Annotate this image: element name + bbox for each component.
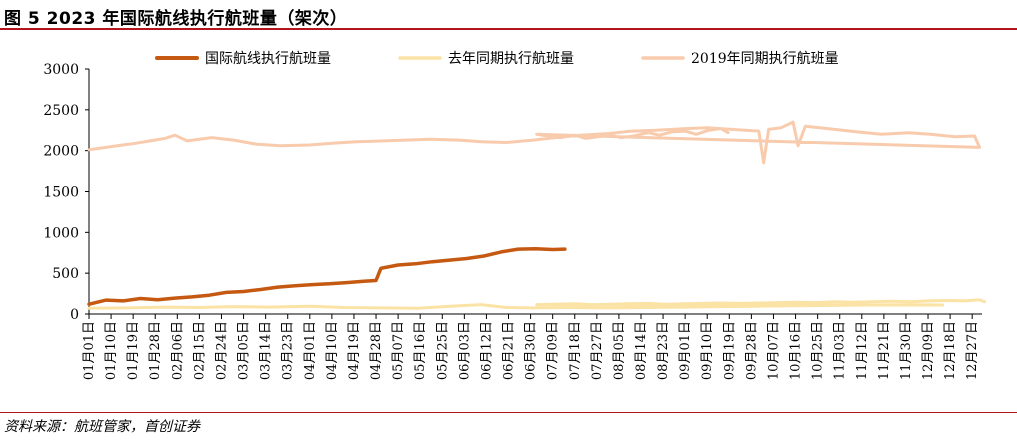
x-tick-label: 04月10日 bbox=[325, 321, 340, 380]
x-tick-label: 03月14日 bbox=[259, 321, 274, 380]
y-tick-label: 1000 bbox=[43, 225, 79, 241]
series-line bbox=[87, 246, 567, 306]
x-tick-label: 06月03日 bbox=[457, 321, 472, 380]
figure-title: 图 5 2023 年国际航线执行航班量（架次） bbox=[4, 9, 348, 29]
x-tick-label: 02月24日 bbox=[214, 321, 229, 380]
x-tick-label: 04月19日 bbox=[347, 321, 362, 380]
x-tick-label: 01月28日 bbox=[148, 321, 163, 380]
series-line bbox=[87, 120, 981, 165]
x-tick-label: 06月21日 bbox=[502, 321, 517, 380]
x-tick-label: 09月10日 bbox=[700, 321, 715, 380]
x-tick-label: 04月01日 bbox=[303, 321, 318, 380]
x-tick-label: 10月07日 bbox=[766, 321, 781, 380]
x-tick-label: 11月30日 bbox=[899, 321, 914, 380]
x-tick-label: 08月14日 bbox=[634, 321, 649, 380]
x-axis: 01月01日 01月10日 01月19日 01月28日 02月06日 02月15日 02月2… bbox=[82, 313, 982, 380]
source-note: 资料来源：航班管家，首创证券 bbox=[4, 419, 200, 435]
footer-divider bbox=[0, 412, 1017, 413]
series-lines bbox=[87, 120, 986, 310]
x-tick-label: 01月19日 bbox=[126, 321, 141, 380]
series-line bbox=[87, 298, 986, 310]
x-tick-label: 07月18日 bbox=[568, 321, 583, 380]
x-tick-label: 05月16日 bbox=[413, 321, 428, 380]
x-tick-label: 07月09日 bbox=[546, 321, 561, 380]
x-tick-label: 03月23日 bbox=[281, 321, 296, 380]
x-tick-label: 12月09日 bbox=[921, 321, 936, 380]
x-tick-label: 09月28日 bbox=[744, 321, 759, 380]
x-tick-label: 01月01日 bbox=[82, 321, 97, 380]
y-tick-label: 2000 bbox=[43, 144, 79, 160]
x-tick-label: 02月06日 bbox=[170, 321, 185, 380]
y-axis: 0 500 1000 1500 2000 2500 3000 bbox=[43, 62, 90, 323]
x-tick-label: 08月05日 bbox=[612, 321, 627, 380]
x-tick-label: 09月19日 bbox=[722, 321, 737, 380]
x-tick-label: 12月27日 bbox=[965, 321, 980, 380]
x-tick-label: 06月12日 bbox=[479, 321, 494, 380]
x-tick-label: 05月25日 bbox=[435, 321, 450, 380]
x-tick-label: 09月01日 bbox=[678, 321, 693, 380]
x-tick-label: 10月16日 bbox=[789, 321, 804, 380]
x-tick-label: 04月28日 bbox=[369, 321, 384, 380]
chart-legend: 国际航线执行航班量 去年同期执行航班量 2019年同期执行航班量 bbox=[155, 51, 839, 67]
legend-label: 去年同期执行航班量 bbox=[448, 51, 574, 67]
x-tick-label: 03月05日 bbox=[237, 321, 252, 380]
x-tick-label: 12月18日 bbox=[943, 321, 958, 380]
x-tick-label: 01月10日 bbox=[104, 321, 119, 380]
x-tick-label: 10月25日 bbox=[811, 321, 826, 380]
x-tick-label: 11月03日 bbox=[833, 321, 848, 380]
x-tick-label: 08月23日 bbox=[656, 321, 671, 380]
x-tick-label: 02月15日 bbox=[192, 321, 207, 380]
x-tick-label: 11月21日 bbox=[877, 321, 892, 380]
x-tick-label: 06月30日 bbox=[524, 321, 539, 380]
x-tick-label: 05月07日 bbox=[391, 321, 406, 380]
y-tick-label: 3000 bbox=[43, 62, 79, 78]
legend-label: 国际航线执行航班量 bbox=[205, 51, 331, 67]
x-tick-label: 07月27日 bbox=[590, 321, 605, 380]
y-tick-label: 1500 bbox=[43, 185, 79, 201]
y-tick-label: 2500 bbox=[43, 103, 79, 119]
legend-label: 2019年同期执行航班量 bbox=[691, 51, 839, 67]
y-tick-label: 0 bbox=[70, 307, 79, 323]
line-chart: 国际航线执行航班量 去年同期执行航班量 2019年同期执行航班量 0 500 1000 1… bbox=[43, 51, 986, 380]
title-divider bbox=[0, 28, 1017, 30]
x-tick-label: 11月12日 bbox=[855, 321, 870, 380]
y-tick-label: 500 bbox=[52, 266, 79, 282]
